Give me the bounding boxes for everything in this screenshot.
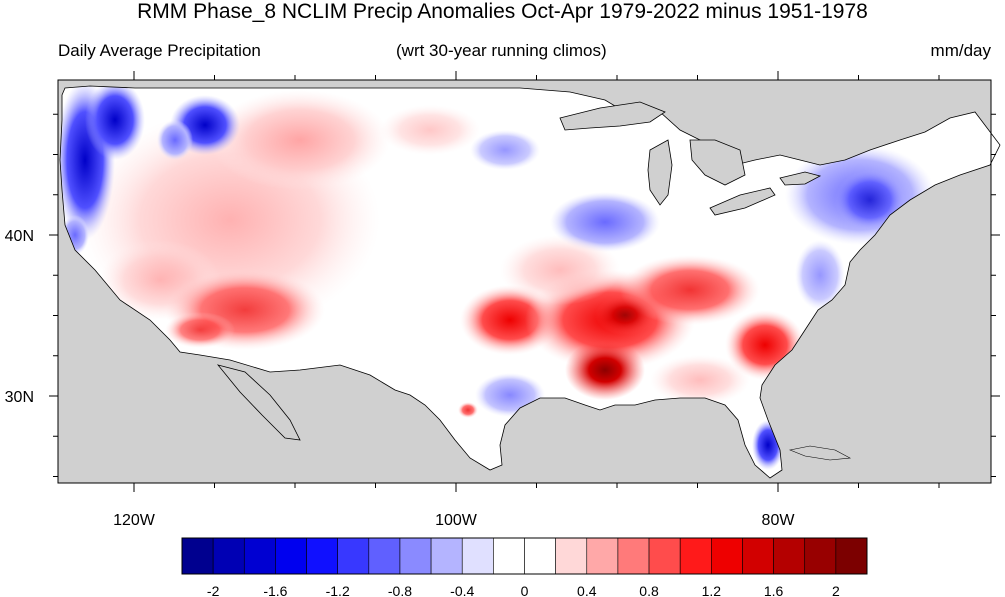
colorbar-label: 1.2 <box>702 583 722 597</box>
anomaly-lower-mississippi-darkred <box>565 340 645 400</box>
colorbar-swatch <box>275 537 307 575</box>
colorbar-swatch <box>212 537 245 575</box>
lat-tick-label: 30N <box>5 389 34 406</box>
lake-huron <box>689 139 746 186</box>
colorbar-swatch <box>804 537 837 575</box>
lake-superior <box>559 101 666 131</box>
colorbar-swatch <box>306 537 338 575</box>
colorbar-label: 2 <box>832 583 840 597</box>
colorbar-label: -2 <box>207 583 220 597</box>
coastline <box>59 85 1001 479</box>
colorbar-label: -1.2 <box>326 583 350 597</box>
lat-tick-label: 40N <box>5 228 34 245</box>
colorbar-swatch <box>243 537 276 575</box>
colorbar-swatch <box>648 537 681 575</box>
cuba-island <box>788 445 852 461</box>
colorbar-swatch <box>555 537 588 575</box>
anomaly-shading <box>60 86 935 470</box>
lake-erie <box>709 187 776 216</box>
subtitle-center: (wrt 30-year running climos) <box>396 41 607 60</box>
colorbar-label: -0.8 <box>388 583 412 597</box>
colorbar-label: -0.4 <box>450 583 474 597</box>
colorbar-swatch <box>399 537 432 575</box>
colorbar <box>181 537 868 575</box>
colorbar-label: -1.6 <box>263 583 287 597</box>
colorbar-swatch <box>742 537 774 575</box>
colorbar-frame <box>181 537 868 575</box>
colorbar-swatch <box>679 537 712 575</box>
axis-labels: 120W 100W 80W 40N 30N <box>5 228 796 529</box>
colorbar-label: 0.8 <box>639 583 659 597</box>
colorbar-swatch <box>524 537 556 575</box>
great-lakes <box>559 101 822 216</box>
colorbar-swatch <box>368 537 401 575</box>
colorbar-swatch <box>461 537 494 575</box>
colorbar-swatch <box>617 537 650 575</box>
colorbar-label: 1.6 <box>764 583 784 597</box>
colorbar-swatch <box>586 537 619 575</box>
map-title: RMM Phase_8 NCLIM Precip Anomalies Oct-A… <box>137 0 868 23</box>
lake-ontario <box>779 171 822 186</box>
colorbar-swatch <box>430 537 463 575</box>
colorbar-swatch <box>773 537 806 575</box>
colorbar-label: 0 <box>521 583 529 597</box>
colorbar-swatch <box>493 537 525 575</box>
map-frame <box>57 79 992 484</box>
units-label: mm/day <box>930 41 991 60</box>
lake-michigan <box>647 139 673 206</box>
colorbar-label: 0.4 <box>577 583 597 597</box>
colorbar-swatch <box>711 537 743 575</box>
lon-tick-label: 120W <box>113 512 156 529</box>
lon-tick-label: 80W <box>762 512 796 529</box>
baja-peninsula <box>216 364 301 441</box>
subtitle-left: Daily Average Precipitation <box>58 41 261 60</box>
colorbar-swatch <box>835 537 868 575</box>
colorbar-swatch <box>337 537 370 575</box>
lon-tick-label: 100W <box>435 512 478 529</box>
axis-ticks <box>49 71 1000 492</box>
colorbar-labels: -2 -1.6 -1.2 -0.8 -0.4 0 0.4 0.8 1.2 1.6 2 <box>207 583 840 597</box>
anomaly-northern-rockies <box>210 90 390 190</box>
colorbar-swatch <box>181 537 214 575</box>
anomaly-tennessee-valley-red <box>620 255 760 325</box>
